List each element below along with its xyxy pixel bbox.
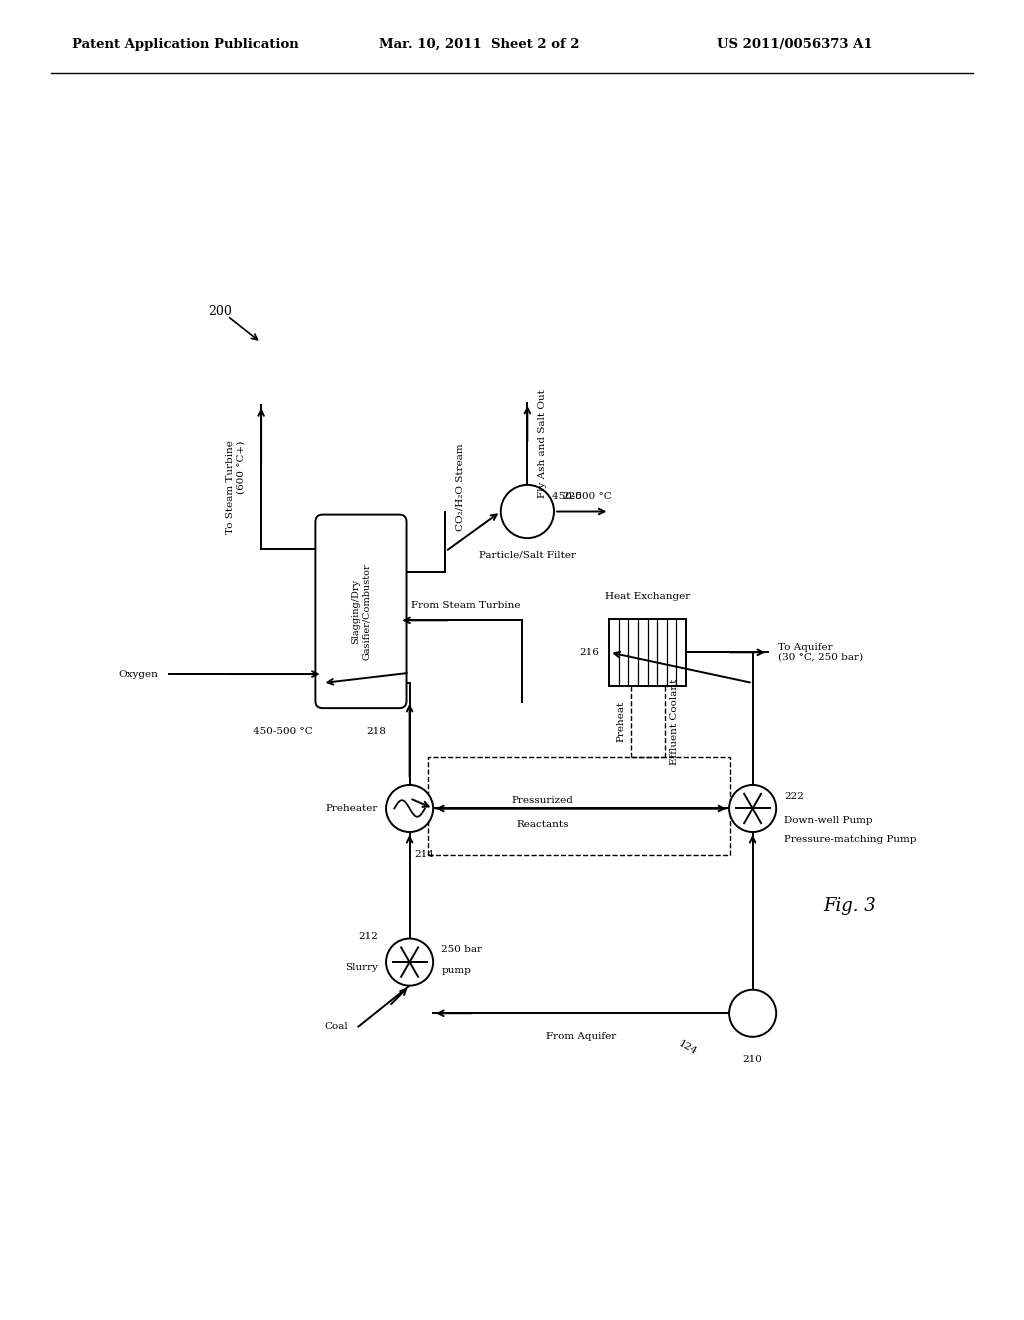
Text: Pressurized: Pressurized (512, 796, 573, 805)
Text: Particle/Salt Filter: Particle/Salt Filter (479, 550, 575, 560)
Text: 222: 222 (784, 792, 804, 801)
FancyBboxPatch shape (315, 515, 407, 708)
Circle shape (729, 990, 776, 1036)
Text: Heat Exchanger: Heat Exchanger (605, 591, 690, 601)
Text: 214: 214 (415, 850, 434, 859)
Text: Slagging/Dry
Gasifier/Combustor: Slagging/Dry Gasifier/Combustor (351, 564, 371, 660)
Text: 216: 216 (580, 648, 599, 657)
Text: Coal: Coal (325, 1022, 348, 1031)
Text: 218: 218 (367, 726, 386, 735)
Text: From Steam Turbine: From Steam Turbine (412, 601, 520, 610)
Text: Effluent Coolant: Effluent Coolant (670, 678, 679, 764)
Text: 212: 212 (358, 932, 378, 941)
Bar (428, 758, 730, 854)
Text: To Steam Turbine
(600 °C+): To Steam Turbine (600 °C+) (226, 441, 246, 535)
Text: From Aquifer: From Aquifer (546, 1032, 616, 1040)
Circle shape (386, 939, 433, 986)
Text: Patent Application Publication: Patent Application Publication (72, 37, 298, 50)
Text: 124: 124 (677, 1039, 699, 1056)
Text: Mar. 10, 2011  Sheet 2 of 2: Mar. 10, 2011 Sheet 2 of 2 (379, 37, 580, 50)
Circle shape (729, 785, 776, 832)
Text: To Aquifer
(30 °C, 250 bar): To Aquifer (30 °C, 250 bar) (778, 643, 863, 663)
Bar (609, 619, 686, 685)
Text: Oxygen: Oxygen (119, 669, 159, 678)
Text: Preheater: Preheater (326, 804, 378, 813)
Text: Reactants: Reactants (516, 820, 569, 829)
Text: Preheat: Preheat (616, 701, 626, 742)
Text: Fig. 3: Fig. 3 (823, 896, 877, 915)
Text: CO₂/H₂O Stream: CO₂/H₂O Stream (456, 444, 465, 531)
Text: Slurry: Slurry (345, 962, 378, 972)
Text: 220: 220 (562, 491, 582, 500)
Text: pump: pump (441, 966, 471, 974)
Text: Down-well Pump: Down-well Pump (784, 816, 873, 825)
Text: Pressure-matching Pump: Pressure-matching Pump (784, 834, 916, 843)
Text: 450-500 °C: 450-500 °C (552, 492, 611, 502)
Text: Fly Ash and Salt Out: Fly Ash and Salt Out (538, 389, 547, 499)
Text: US 2011/0056373 A1: US 2011/0056373 A1 (717, 37, 872, 50)
Text: 210: 210 (742, 1055, 763, 1064)
Circle shape (501, 484, 554, 539)
Text: 200: 200 (208, 305, 232, 318)
Text: 450-500 °C: 450-500 °C (253, 726, 312, 735)
Text: 250 bar: 250 bar (441, 945, 482, 954)
Circle shape (386, 785, 433, 832)
